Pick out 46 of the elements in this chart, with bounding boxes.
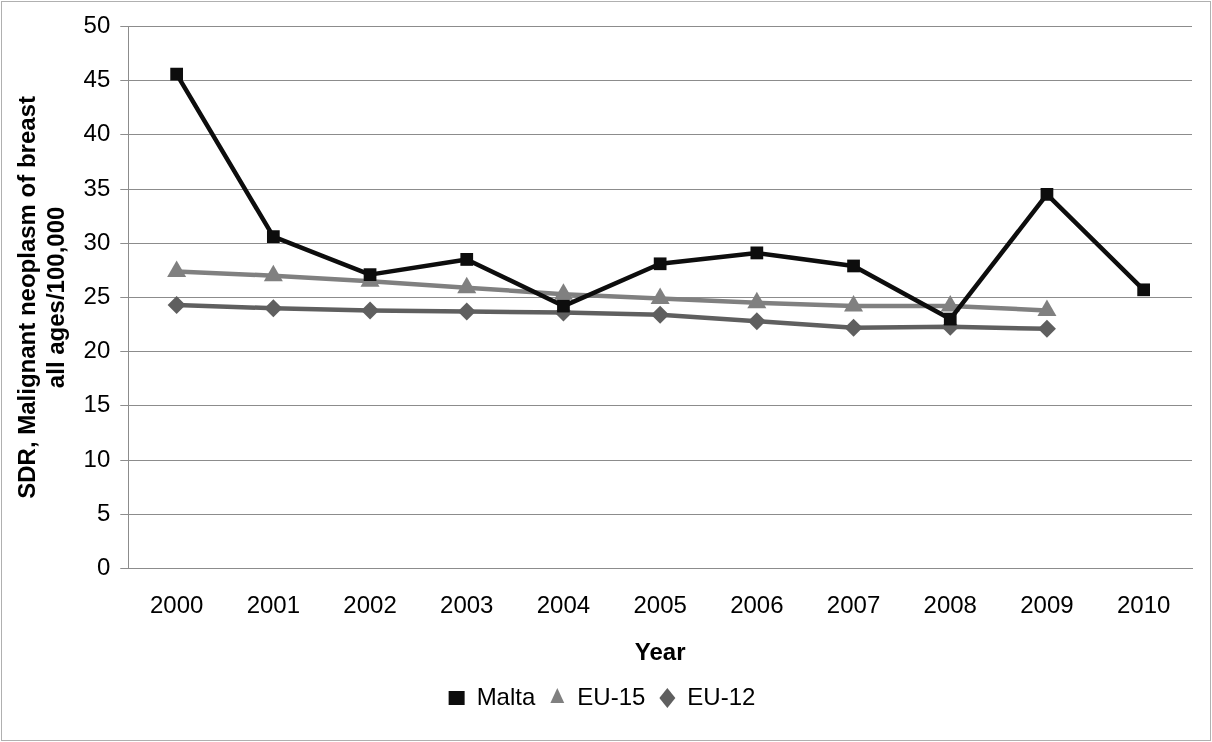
x-tick-label: 2007 [826,591,881,619]
point [847,259,860,273]
point [170,67,184,81]
y-axis-title: SDR, Malignant neoplasm of breast all ages/100,000 [13,96,69,499]
point [361,301,380,320]
point [1037,319,1056,338]
legend-label: EU-15 [577,682,646,710]
point [1040,188,1054,201]
y-tick-label: 5 [96,498,111,526]
x-tick-label: 2003 [440,591,494,619]
y-tick-label: 45 [83,65,111,93]
point [943,312,957,326]
y-tick-label: 25 [83,282,111,310]
x-tick-label: 2009 [1020,591,1074,619]
point [266,230,280,244]
point [1137,283,1151,297]
y-tick-label: 30 [83,227,111,255]
y-tick-label: 10 [83,444,111,472]
point [653,257,667,271]
point [557,299,570,313]
point [844,318,863,337]
x-tick-label: 2004 [536,591,591,619]
point [457,302,476,321]
x-tick-label: 2008 [923,591,977,619]
point [747,312,766,331]
x-tick-label: 2005 [633,591,687,619]
y-tick-label: 0 [96,553,111,581]
x-tick-label: 2001 [246,591,301,619]
y-tick-label: 40 [83,119,111,147]
x-axis-title: Year [634,638,686,666]
point [460,253,474,266]
y-tick-label: 20 [83,336,111,364]
x-tick-label: 2010 [1116,591,1171,619]
x-tick-label: 2006 [730,591,784,619]
y-tick-label: 35 [83,173,111,201]
legend-label: EU-12 [687,682,756,710]
point [264,299,283,318]
x-tick-label: 2002 [343,591,397,619]
point [651,305,670,324]
point [363,268,377,281]
y-tick-label: 50 [83,11,111,39]
legend-label: Malta [476,682,536,710]
y-tick-label: 15 [83,390,111,418]
point [750,246,764,260]
x-tick-label: 2000 [149,591,204,619]
point [167,295,186,314]
